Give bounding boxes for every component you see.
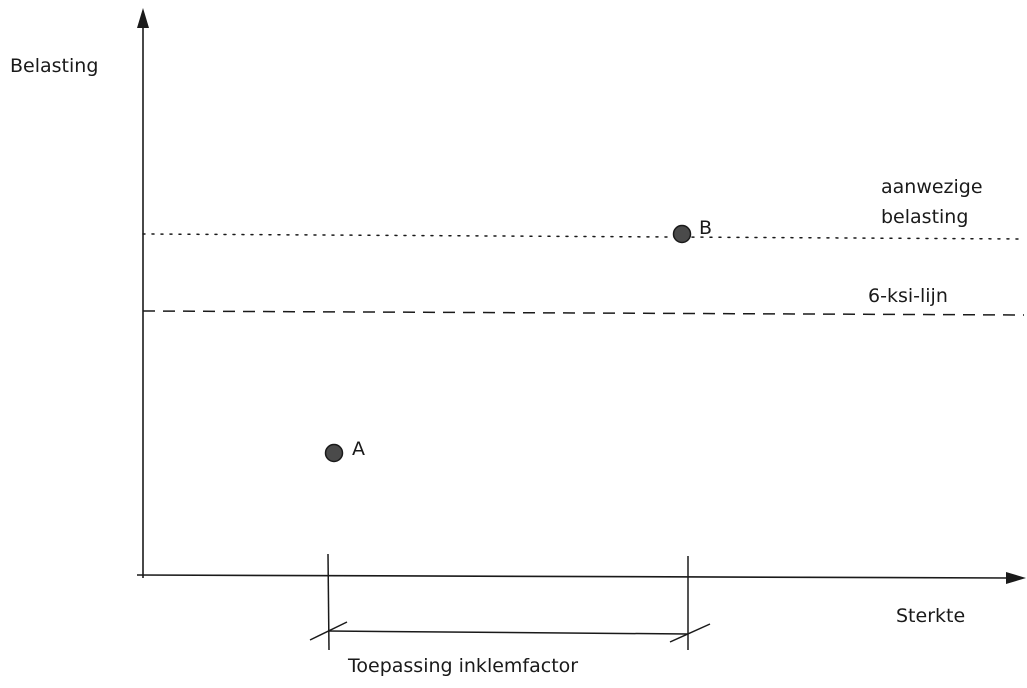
present-load-line-label: aanwezige belasting: [881, 172, 983, 232]
range-label: Toepassing inklemfactor: [348, 655, 579, 677]
range-left-slash: [309, 621, 348, 641]
y-axis-label: Belasting: [10, 55, 99, 77]
point-a: [324, 443, 344, 463]
point-b: [672, 224, 692, 244]
y-axis-arrow: [137, 8, 149, 28]
point-b-label: B: [699, 217, 713, 239]
range-bracket: [309, 553, 711, 651]
range-dimension-line: [327, 630, 689, 635]
six-ksi-line-label: 6-ksi-lijn: [868, 285, 948, 307]
range-left-tick: [327, 553, 330, 651]
x-axis: [136, 572, 1026, 584]
present-load-line-label-line-2: belasting: [881, 206, 969, 228]
x-axis-arrow: [1006, 572, 1026, 584]
x-axis-label: Sterkte: [896, 605, 966, 627]
present-load-line: [142, 233, 1025, 240]
y-axis: [137, 8, 149, 578]
present-load-line-label-line-1: aanwezige: [881, 176, 983, 198]
range-right-slash: [669, 623, 711, 643]
point-a-label: A: [352, 438, 365, 460]
six-ksi-line: [142, 310, 1025, 316]
